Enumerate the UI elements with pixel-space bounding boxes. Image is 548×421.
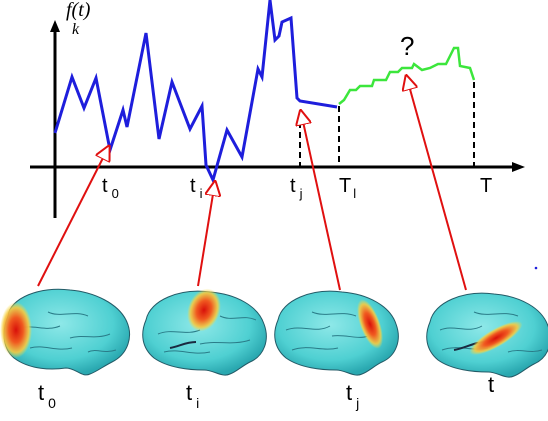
arrow-brain-tj	[302, 117, 341, 291]
brain-label-t: t	[488, 372, 494, 397]
y-axis-label: f(t)	[66, 0, 91, 21]
x-axis-arrowhead	[512, 162, 525, 172]
arrow-brain-t0	[37, 152, 106, 287]
activation-region	[187, 288, 221, 332]
brain-image-t	[426, 292, 548, 378]
activation-region	[0, 302, 32, 358]
predicted-signal-curve	[338, 46, 476, 105]
y-axis-label-subscript: k	[72, 21, 80, 38]
brain-image-ti	[142, 288, 267, 376]
tick-label-T: T	[480, 175, 492, 197]
arrow-brain-ti	[197, 188, 214, 287]
arrow-brain-t	[408, 82, 467, 291]
question-mark: ?	[400, 31, 414, 61]
axes	[30, 20, 525, 218]
observed-signal-curve	[53, 0, 338, 185]
activation-region	[357, 299, 383, 349]
stray-dot	[534, 266, 538, 270]
brain-image-t0	[0, 288, 130, 376]
mapping-arrows	[37, 82, 467, 291]
dashed-markers	[299, 82, 475, 167]
activation-region	[469, 321, 523, 355]
brain-image-tj	[274, 290, 399, 376]
y-axis-arrowhead	[50, 20, 60, 32]
